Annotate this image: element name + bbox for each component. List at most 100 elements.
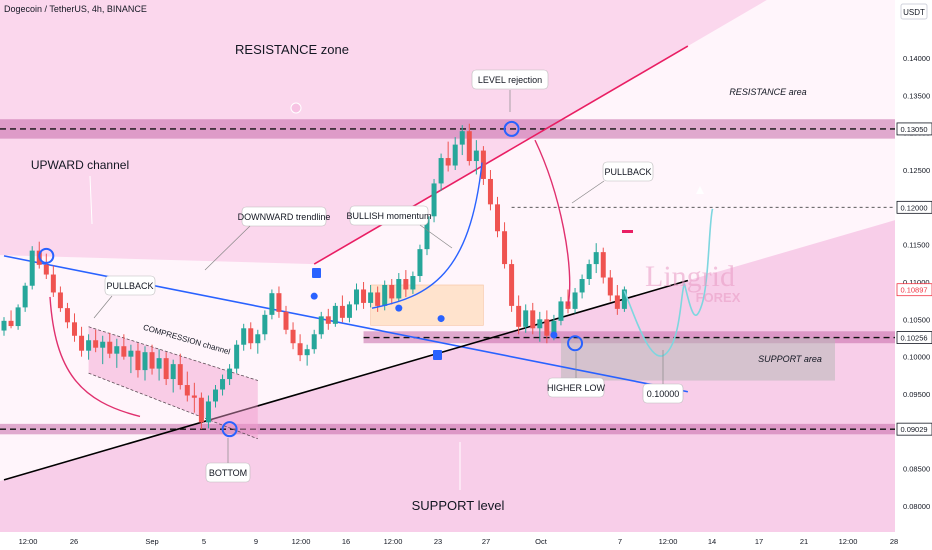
support-level-label: SUPPORT level: [412, 498, 505, 513]
price-tag-label: 0.12000: [900, 203, 927, 212]
watermark-subtext: FOREX: [696, 290, 741, 305]
price-tag-box: [896, 422, 932, 436]
candle-body: [459, 131, 465, 145]
support-area-label: SUPPORT area: [758, 354, 822, 364]
candle-body: [156, 358, 162, 369]
level-rejection-label-box: [471, 69, 549, 90]
pullback-label-left-box: [104, 275, 156, 296]
candle-body: [114, 346, 120, 354]
candle-body: [8, 320, 14, 327]
candle-body: [375, 292, 381, 306]
candle-body: [621, 289, 627, 309]
time-tick-label: 28: [890, 537, 898, 546]
candle-body: [346, 304, 352, 318]
time-tick-label: 12:00: [384, 537, 403, 546]
resistance-zone-label: RESISTANCE zone: [235, 42, 349, 57]
candle-body: [473, 150, 479, 162]
symbol-title: Dogecoin / TetherUS, 4h, BINANCE: [4, 4, 147, 14]
candle-body: [544, 319, 550, 336]
candle-body: [417, 249, 423, 277]
resistance-area-label: RESISTANCE area: [729, 87, 806, 97]
candle-body: [304, 349, 310, 356]
time-tick-label: 12:00: [659, 537, 678, 546]
price-tick-label: 0.11000: [903, 278, 930, 287]
candle-body: [502, 231, 508, 265]
candle-body: [121, 346, 127, 357]
candle-body: [57, 292, 63, 309]
price-tags: 0.13050 0.12000 0.10897 0.10256 0.09029: [896, 122, 932, 436]
target-star-marker: [696, 186, 704, 194]
candle-body: [276, 293, 282, 312]
level-rejection-label: LEVEL rejection: [478, 75, 542, 85]
candles: [1, 123, 627, 430]
pivot-circle: [221, 421, 238, 438]
price-axis[interactable]: [895, 0, 932, 550]
pivot-circle: [503, 120, 520, 137]
candle-body: [290, 329, 296, 344]
time-tick-label: 23: [434, 537, 442, 546]
upward-channel-label: UPWARD channel: [31, 158, 129, 172]
bullish-momentum-label: BULLISH momentum: [346, 211, 431, 221]
candle-body: [191, 395, 197, 398]
candle-body: [558, 301, 564, 321]
level-band: [0, 423, 895, 435]
time-tick-label: 9: [254, 537, 258, 546]
candle-body: [614, 295, 620, 309]
candle-body: [523, 310, 529, 327]
price-tick-label: 0.10000: [903, 353, 930, 362]
time-tick-label: Oct: [535, 537, 548, 546]
resistance-trendline: [313, 45, 689, 265]
price-tag-label: 0.10256: [900, 334, 927, 343]
candle-body: [163, 358, 169, 380]
candle-body: [220, 379, 226, 390]
trendline-touch-dot: [550, 331, 558, 339]
candle-body: [431, 183, 437, 217]
candle-body: [579, 279, 585, 293]
candle-body: [495, 204, 500, 232]
bullish-momentum-label-box: [349, 205, 429, 226]
candle-body: [29, 250, 35, 286]
candle-body: [325, 316, 331, 324]
time-tick-label: 27: [482, 537, 490, 546]
candle-body: [445, 158, 451, 166]
price-tick-label: 0.08000: [903, 502, 930, 511]
price-tag-box: [896, 331, 932, 344]
price-tag-label: 0.13050: [900, 125, 927, 134]
time-tick-label: 12:00: [19, 537, 38, 546]
connector-line: [419, 224, 453, 249]
candle-body: [318, 316, 324, 335]
candle-body: [213, 389, 218, 402]
pullback-arrow-right: [534, 139, 571, 307]
pivot-circle: [567, 335, 584, 352]
candle-body: [135, 350, 141, 371]
price-tag-box: [896, 122, 932, 136]
chart-tint: [0, 0, 895, 550]
pullback-label-right-box: [602, 161, 654, 182]
time-tick-label: 5: [202, 537, 206, 546]
support-area-box: [560, 338, 835, 381]
flag-marker: [622, 230, 633, 233]
price-tick-label: 0.09500: [903, 390, 930, 399]
pullback-arrow-left: [49, 296, 141, 418]
candle-body: [234, 344, 240, 369]
time-axis-labels: 12:00 26 Sep 5 9 12:00 16 12:00 23 27 Oct 7 12:00 14 1…: [19, 537, 899, 546]
candle-body: [354, 289, 359, 305]
candle-body: [50, 274, 56, 293]
candle-body: [93, 340, 99, 348]
candle-body: [530, 310, 536, 329]
price-tag-box: [896, 283, 932, 297]
candle-body: [403, 279, 409, 290]
candle-body: [72, 322, 77, 336]
price-tag-label: 0.09029: [900, 425, 927, 434]
candle-body: [572, 292, 578, 309]
price-tick-label: 0.11500: [903, 241, 930, 250]
candle-body: [466, 131, 472, 162]
candle-body: [480, 150, 486, 179]
currency-label: USDT: [903, 8, 925, 17]
candle-body: [184, 385, 190, 396]
candle-body: [128, 350, 134, 357]
price-tick-label: 0.10500: [903, 315, 930, 324]
time-axis[interactable]: [0, 532, 932, 550]
candle-body: [255, 334, 261, 344]
currency-badge[interactable]: [900, 3, 928, 20]
